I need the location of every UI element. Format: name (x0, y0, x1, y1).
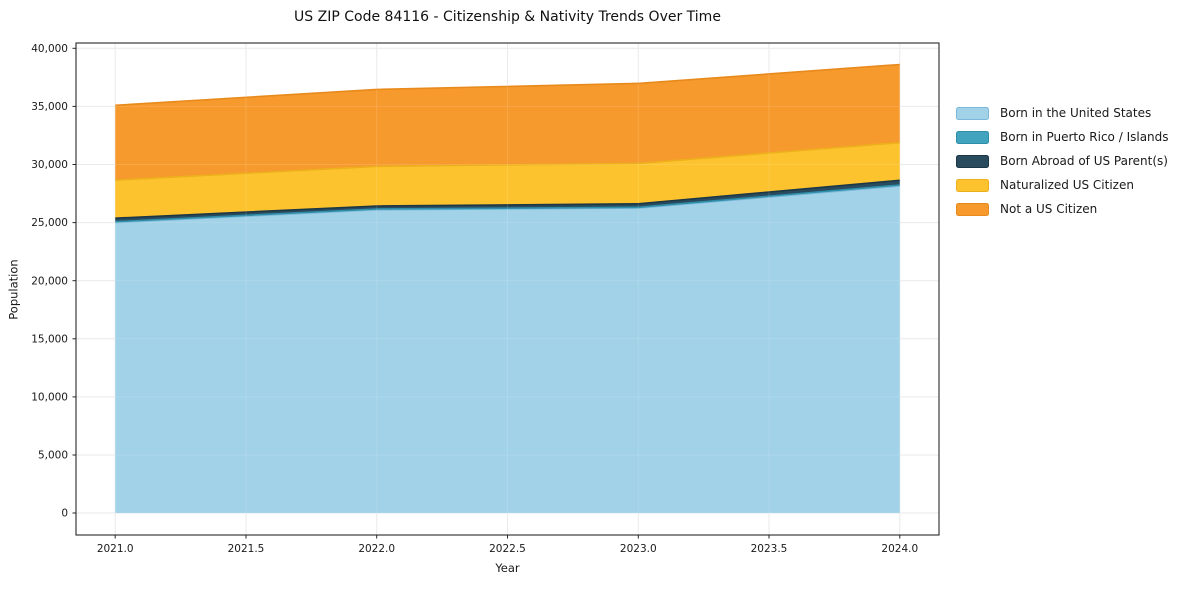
legend-label: Born in the United States (1000, 106, 1152, 120)
legend-swatch-icon (956, 106, 989, 120)
legend-item: Born in the United States (956, 101, 1169, 125)
x-ticks: 2021.0 2021.5 2022.0 2022.5 2023.0 2023.5 2024… (97, 535, 918, 555)
legend-item: Naturalized US Citizen (956, 173, 1169, 197)
legend-item: Born Abroad of US Parent(s) (956, 149, 1169, 173)
chart-title: US ZIP Code 84116 - Citizenship & Nativi… (294, 9, 721, 25)
svg-text:2022.0: 2022.0 (358, 543, 395, 555)
svg-text:2023.0: 2023.0 (620, 543, 657, 555)
y-ticks: 0 5,000 10,000 15,000 20,000 25,000 30,000 35,0… (31, 43, 76, 520)
legend-swatch-icon (956, 202, 989, 216)
svg-text:2022.5: 2022.5 (489, 543, 526, 555)
svg-text:40,000: 40,000 (31, 43, 68, 55)
svg-text:2024.0: 2024.0 (881, 543, 918, 555)
svg-text:2021.5: 2021.5 (228, 543, 265, 555)
svg-text:25,000: 25,000 (31, 217, 68, 229)
legend-item: Born in Puerto Rico / Islands (956, 125, 1169, 149)
svg-text:15,000: 15,000 (31, 333, 68, 345)
area-born-in-the-united-states (115, 186, 900, 513)
gridlines-overlay (76, 43, 939, 535)
legend-item: Not a US Citizen (956, 197, 1169, 221)
legend-label: Born in Puerto Rico / Islands (1000, 130, 1169, 144)
svg-text:5,000: 5,000 (38, 450, 68, 462)
svg-text:30,000: 30,000 (31, 159, 68, 171)
area-naturalized-us-citizen (115, 142, 900, 219)
legend-label: Naturalized US Citizen (1000, 178, 1134, 192)
legend-swatch-icon (956, 130, 989, 144)
svg-text:35,000: 35,000 (31, 101, 68, 113)
area-series (115, 63, 900, 513)
svg-text:2021.0: 2021.0 (97, 543, 134, 555)
legend-swatch-icon (956, 154, 989, 168)
svg-text:0: 0 (61, 508, 68, 520)
legend-label: Born Abroad of US Parent(s) (1000, 154, 1168, 168)
svg-text:20,000: 20,000 (31, 275, 68, 287)
legend-label: Not a US Citizen (1000, 202, 1098, 216)
legend: Born in the United States Born in Puerto … (956, 101, 1169, 221)
svg-text:10,000: 10,000 (31, 392, 68, 404)
legend-swatch-icon (956, 178, 989, 192)
svg-text:2023.5: 2023.5 (751, 543, 788, 555)
area-born-abroad-of-us-parent-s- (115, 180, 900, 222)
x-axis-label: Year (495, 561, 520, 575)
